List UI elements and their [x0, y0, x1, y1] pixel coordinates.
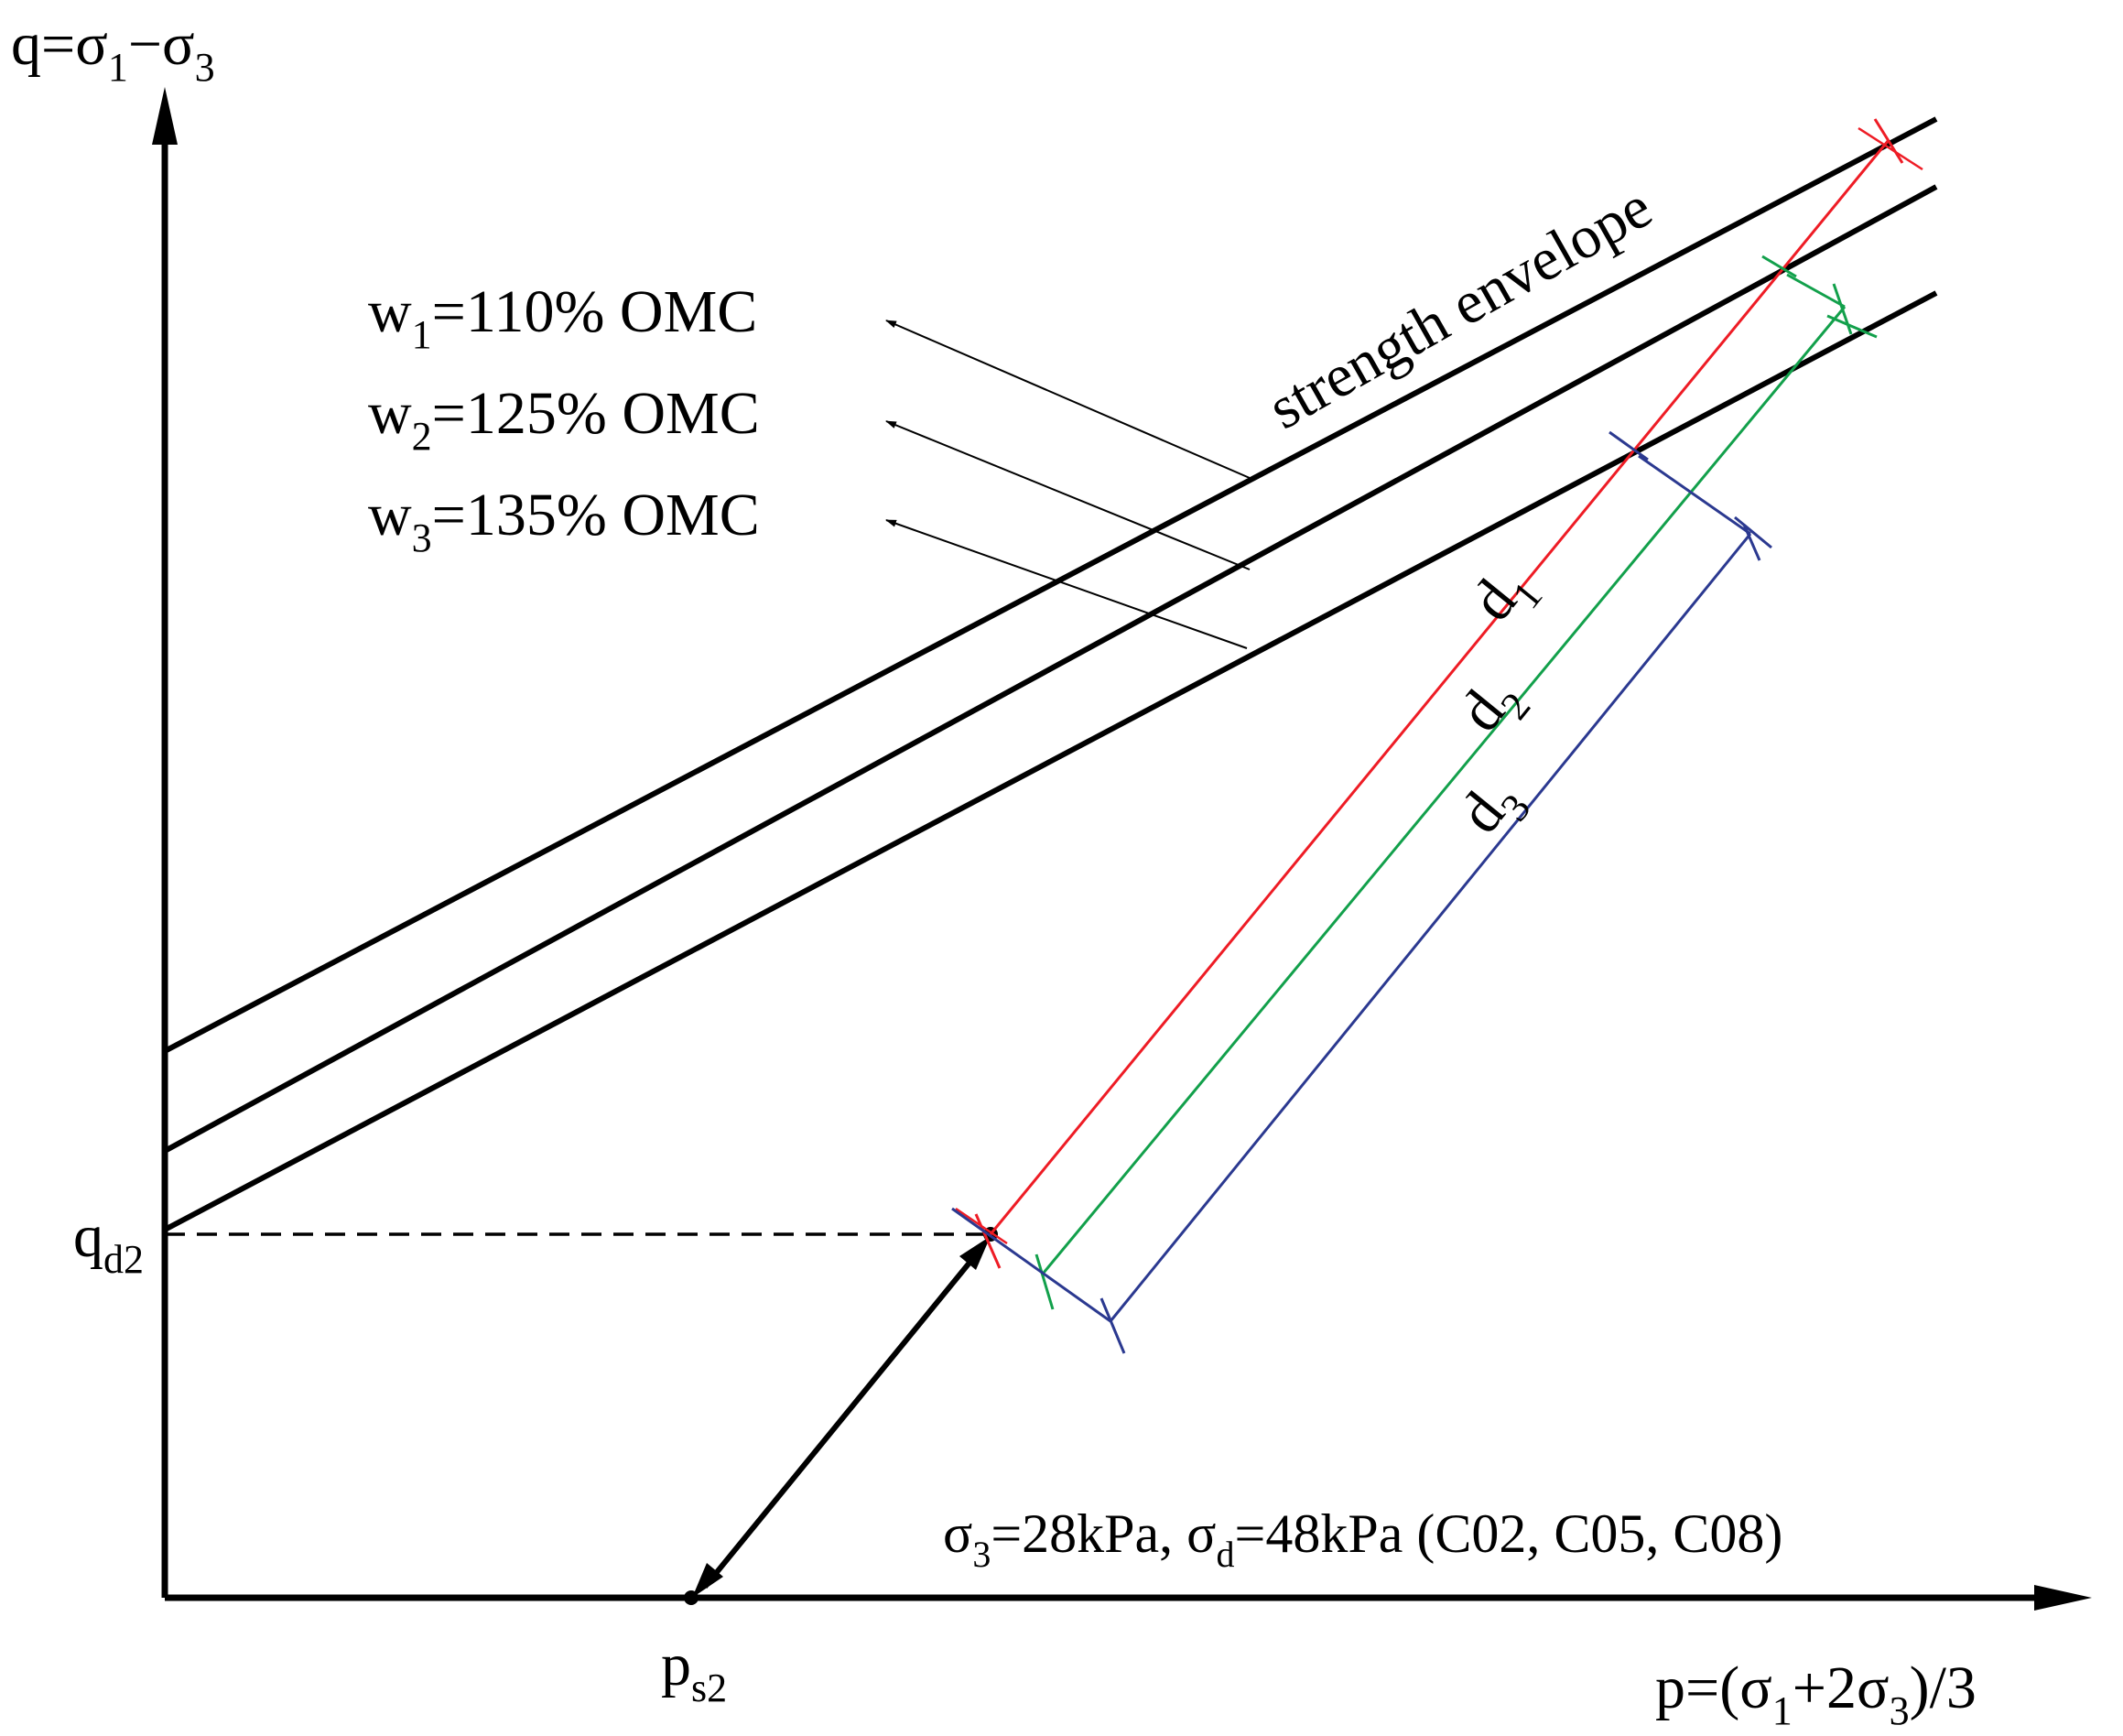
d2-offset-segment: [1786, 273, 1846, 309]
envelope-w1: [163, 116, 1938, 1054]
legend-w1: w1=110% OMC: [368, 278, 757, 357]
strength-envelope-label: strength envelope: [1257, 173, 1663, 442]
q-axis-label: q=σ1−σ3: [11, 11, 215, 90]
leader-lines: [885, 320, 1251, 649]
d2-start-tick: [1034, 1253, 1055, 1310]
distance-d2: [1034, 255, 1878, 1310]
p-s2-tick-label: ps2: [661, 1632, 727, 1710]
leader-w3: [885, 519, 1248, 649]
axes: [152, 87, 2092, 1611]
distance-d3: [951, 430, 1772, 1354]
d3-start-tick: [1099, 1297, 1126, 1354]
p-axis-label: p=(σ1+2σ3)/3: [1655, 1655, 1977, 1733]
envelope-w2: [163, 184, 1938, 1154]
distance-d1: [974, 118, 1904, 1269]
d3-line: [1109, 533, 1752, 1322]
d2-end-tick-b: [1832, 283, 1853, 335]
p-axis-arrowhead: [2034, 1585, 2092, 1611]
d2-end-tick-a: [1761, 255, 1797, 278]
d2-label: d2: [1446, 663, 1539, 752]
d1-label: d1: [1458, 552, 1551, 641]
d3-end-tick-b: [1734, 515, 1772, 549]
p-s2-point: [684, 1590, 699, 1605]
d2-end-cap: [1826, 314, 1878, 339]
d1-end-cap-a: [1858, 126, 1923, 171]
d1-line: [989, 139, 1890, 1235]
q-d2-tick-label: qd2: [73, 1203, 144, 1282]
strength-envelopes: [163, 116, 1938, 1232]
d3-end-tick-a: [1608, 430, 1649, 461]
d3-offset-segment: [951, 1207, 1111, 1323]
d3-label: d3: [1446, 765, 1539, 853]
stress-path-arrow: [702, 1251, 980, 1589]
d2-line: [1042, 306, 1847, 1274]
d1-start-tick: [974, 1213, 1002, 1269]
legend-w3: w3=135% OMC: [368, 482, 760, 560]
d1-start-cap-a: [955, 1207, 1008, 1245]
envelope-w3: [163, 290, 1938, 1232]
test-condition-note: σ3=28kPa, σd=48kPa (C02, C05, C08): [943, 1503, 1782, 1575]
legend-w2: w2=125% OMC: [368, 380, 760, 459]
q-axis-arrowhead: [152, 87, 178, 145]
stress-path-arrowhead-top: [959, 1236, 991, 1270]
d1-markers: [955, 126, 1923, 1245]
leader-w2: [885, 420, 1251, 570]
stress-path-arrowhead-bottom: [692, 1563, 723, 1598]
d3-top-offset: [1638, 454, 1751, 536]
d3-end-cap: [1742, 524, 1761, 561]
leader-w1: [885, 320, 1251, 479]
d1-end-tick: [1873, 118, 1904, 164]
